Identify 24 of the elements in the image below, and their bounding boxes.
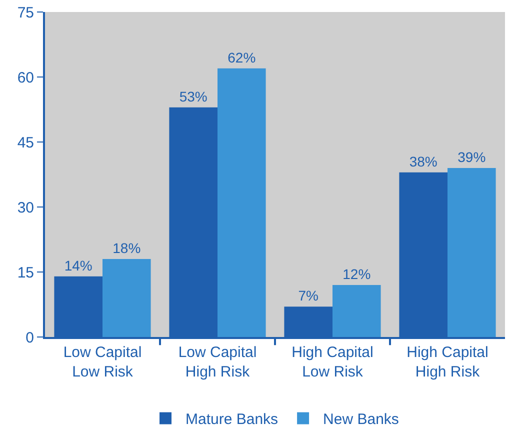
data-label: 14% [64, 257, 92, 274]
bar [102, 259, 151, 337]
x-tick-label: High Capital High Risk [406, 344, 488, 380]
data-label: 12% [342, 266, 371, 282]
x-tick-label: High Capital Low Risk [292, 344, 374, 380]
x-tick-label: Low Capital Low Risk [63, 344, 142, 380]
y-tick-label: 45 [17, 134, 34, 152]
y-tick-label: 30 [17, 199, 34, 216]
data-label: 7% [298, 288, 318, 304]
y-tick-label: 60 [17, 69, 34, 86]
data-label: 53% [179, 88, 208, 104]
data-label: 38% [409, 153, 438, 170]
y-tick-label: 75 [17, 4, 34, 22]
data-label: 39% [458, 149, 486, 165]
bar [448, 168, 496, 337]
legend-label: New Banks [323, 411, 399, 428]
data-label: 18% [112, 240, 141, 256]
bar [332, 285, 381, 337]
y-tick-label: 0 [26, 329, 34, 346]
bar [218, 68, 266, 337]
legend-label: Mature Banks [186, 411, 278, 428]
y-tick-label: 15 [17, 264, 34, 282]
x-tick-label: Low Capital High Risk [178, 344, 257, 380]
data-label: 62% [228, 49, 256, 66]
